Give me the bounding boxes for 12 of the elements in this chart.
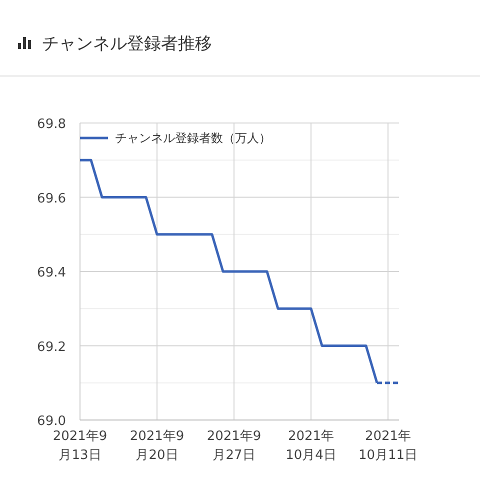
legend-label: チャンネル登録者数（万人） — [115, 131, 271, 145]
x-tick-label: 2021年9 月20日 — [130, 429, 184, 463]
y-tick-label: 69.8 — [37, 117, 66, 132]
y-tick-label: 69.4 — [37, 266, 66, 280]
x-tick-label: 2021年9 月27日 — [206, 429, 262, 463]
y-tick-label: 69.0 — [37, 414, 66, 429]
x-tick-label: 2021年9 月13日 — [52, 429, 108, 463]
chart-title: チャンネル登録者推移 — [42, 34, 212, 54]
x-tick-label: 2021年 10月4日 — [286, 429, 336, 463]
y-tick-label: 69.6 — [37, 191, 66, 206]
x-tick-label: 2021年 10月11日 — [358, 429, 418, 463]
y-tick-label: 69.2 — [37, 340, 66, 355]
